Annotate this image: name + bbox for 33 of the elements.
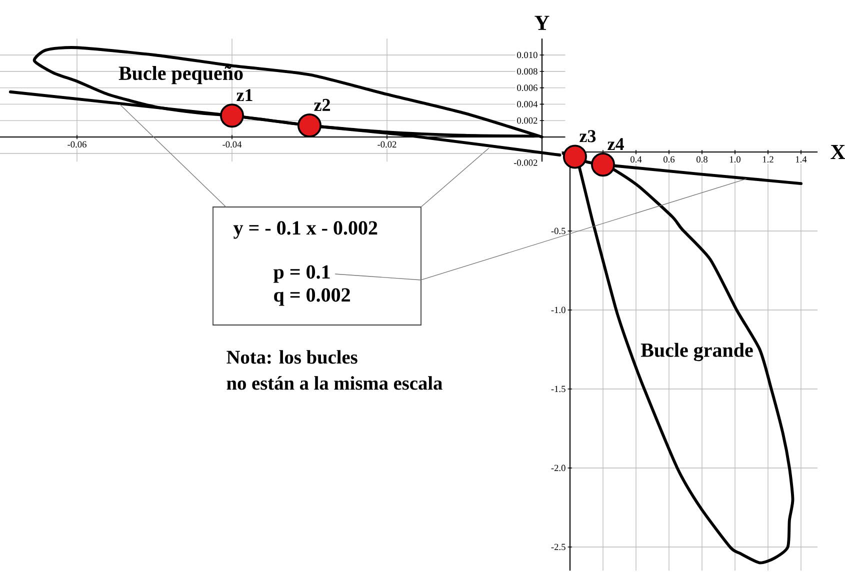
text: q = 0.002 [274,288,350,306]
x-tick-label: 0.8 [696,156,708,163]
y-tick-label: 0.004 [517,101,538,108]
x-tick-label: -0.02 [378,141,396,148]
series-label: Bucle grande [640,342,753,362]
y-tick-label: -0.5 [551,228,566,234]
y-tick-label: 0.006 [517,84,538,91]
y-tick-label: 0.002 [517,117,538,124]
x-tick-label: 0.6 [664,156,675,163]
y-tick-label: 0.010 [517,52,538,58]
x-tick-label: 1.4 [796,156,807,163]
x-tick-label: 0.4 [630,156,642,163]
annotation: y = - 0.1 x - 0.002 [233,221,378,239]
y-tick-label: -1.0 [551,306,566,314]
text: no están a la misma escala [226,376,442,390]
y-tick-label: -1.5 [551,386,566,392]
y-tick-label: 0.008 [517,68,538,75]
y-tick-label: -0.002 [514,160,538,166]
annotation: z4 [608,138,624,150]
x-axis-title: X [830,145,845,159]
x-tick-label: -0.06 [68,141,86,148]
y-tick-label: -2.0 [551,464,566,472]
y-axis-title: Y [534,16,550,30]
x-tick-label: 1.0 [730,156,740,163]
annotation: p = 0.1 [274,265,330,283]
annotation: z1 [236,89,252,101]
annotation: z2 [314,98,330,111]
x-tick-label: -0.04 [222,141,242,148]
text: Nota: los bucles [226,350,358,364]
x-tick-label: 1.2 [762,156,774,163]
annotation: z3 [580,130,596,142]
series-label: Bucle pequeño [118,66,243,84]
y-tick-label: -2.5 [551,544,566,550]
